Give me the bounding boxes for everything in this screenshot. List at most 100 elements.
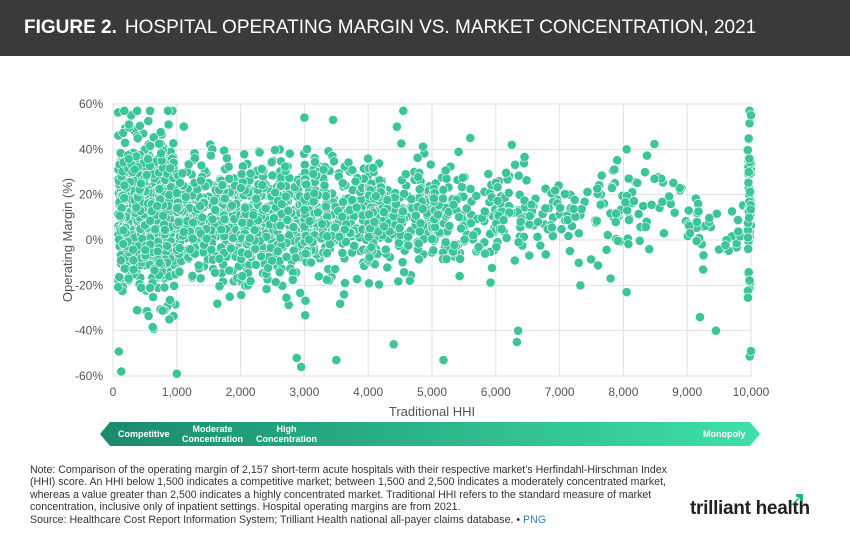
- data-point: [239, 149, 250, 160]
- data-point: [525, 211, 535, 221]
- data-point: [591, 215, 602, 226]
- x-axis-ticks: 0 1,000 2,000 3,000 4,000 5,000 6,000 7,000 8,00…: [110, 385, 770, 399]
- data-point: [575, 280, 586, 291]
- data-point: [272, 246, 283, 257]
- logo-arrow-icon: [791, 494, 803, 505]
- scale-label-moderate-line1: Moderate: [192, 424, 233, 434]
- data-point: [214, 281, 225, 292]
- data-point: [132, 305, 142, 316]
- data-point: [281, 251, 292, 262]
- data-point: [288, 222, 299, 232]
- data-point: [291, 352, 302, 363]
- y-tick-label: 20%: [79, 188, 103, 202]
- data-point: [438, 193, 448, 204]
- data-point: [449, 239, 460, 250]
- data-point: [351, 202, 362, 213]
- scale-bar-shape: [100, 422, 760, 446]
- data-point: [657, 196, 668, 207]
- data-point: [283, 205, 294, 216]
- data-point: [480, 248, 490, 259]
- data-point: [444, 220, 455, 231]
- data-point: [317, 219, 327, 229]
- data-point: [143, 310, 154, 321]
- data-point: [448, 199, 459, 210]
- data-point: [540, 249, 551, 260]
- data-point: [114, 272, 125, 282]
- data-point: [532, 231, 543, 242]
- data-point: [461, 203, 472, 214]
- data-point: [432, 209, 443, 220]
- data-point: [403, 231, 414, 242]
- data-point: [560, 189, 570, 199]
- data-point: [237, 271, 248, 281]
- data-point: [177, 168, 188, 179]
- x-tick-label: 0: [110, 385, 117, 399]
- data-point: [145, 105, 155, 116]
- data-point: [440, 237, 451, 248]
- data-point: [468, 230, 479, 241]
- data-point: [347, 165, 358, 175]
- data-point: [197, 212, 208, 223]
- data-point: [190, 153, 200, 164]
- data-point: [251, 193, 262, 204]
- data-point: [284, 148, 295, 159]
- data-point: [519, 152, 530, 162]
- data-point: [221, 153, 232, 164]
- data-point: [308, 169, 319, 179]
- data-point: [187, 233, 198, 244]
- data-point: [227, 200, 237, 211]
- data-point: [322, 231, 333, 242]
- data-point: [720, 240, 731, 251]
- figure-note: Note: Comparison of the operating margin…: [30, 464, 670, 526]
- data-point: [295, 287, 306, 298]
- data-point: [237, 217, 248, 228]
- scale-label-competitive: Competitive: [118, 429, 170, 439]
- data-point: [249, 225, 260, 235]
- y-tick-label: -20%: [75, 278, 103, 292]
- data-point: [248, 210, 259, 220]
- data-point: [623, 239, 634, 249]
- data-point: [266, 157, 277, 168]
- data-point: [611, 208, 621, 219]
- data-point: [456, 223, 466, 234]
- data-point: [685, 228, 695, 239]
- data-point: [743, 133, 754, 144]
- data-point: [586, 254, 596, 265]
- data-point: [143, 116, 154, 126]
- y-tick-label: 0%: [86, 233, 104, 247]
- data-point: [602, 230, 613, 240]
- data-point: [683, 205, 694, 216]
- data-point: [172, 203, 182, 214]
- data-point: [156, 148, 167, 159]
- x-tick-label: 1,000: [162, 385, 192, 399]
- data-point: [746, 110, 756, 121]
- data-point: [123, 273, 134, 284]
- data-point: [236, 290, 247, 300]
- data-point: [256, 251, 266, 262]
- data-point: [624, 215, 634, 226]
- data-point: [300, 310, 311, 321]
- data-point: [634, 235, 645, 246]
- data-point: [396, 138, 407, 149]
- data-point: [335, 298, 346, 309]
- data-point: [275, 233, 286, 243]
- data-point: [621, 144, 632, 155]
- data-point: [245, 276, 256, 286]
- x-tick-label: 2,000: [226, 385, 256, 399]
- data-point: [210, 267, 220, 278]
- data-point: [399, 188, 409, 199]
- data-point: [164, 294, 175, 305]
- data-point: [414, 254, 424, 265]
- data-point: [743, 167, 754, 177]
- data-point: [370, 191, 381, 202]
- y-tick-label: -60%: [75, 369, 103, 383]
- data-point: [281, 292, 292, 303]
- data-point: [280, 161, 291, 172]
- data-point: [339, 289, 349, 300]
- data-point: [201, 233, 212, 244]
- png-link[interactable]: PNG: [523, 513, 546, 526]
- data-point: [154, 184, 165, 194]
- data-point: [391, 121, 402, 132]
- data-point: [609, 164, 620, 175]
- data-point: [465, 184, 476, 194]
